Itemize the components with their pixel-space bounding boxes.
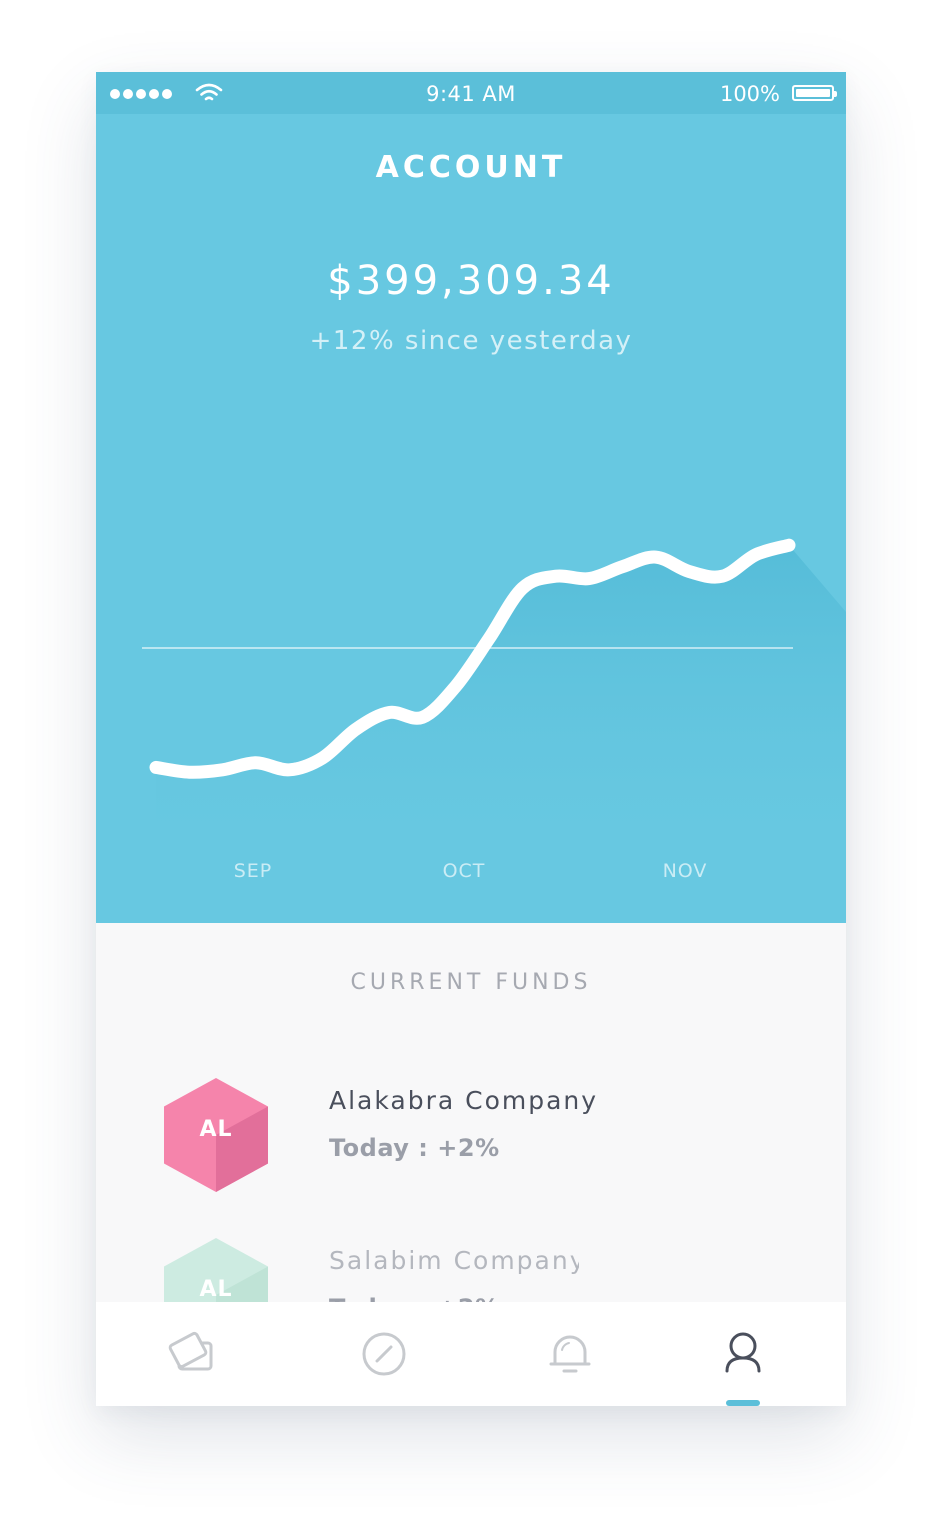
tab-cards[interactable]	[165, 1326, 221, 1382]
status-bar: 9:41 AM 100%	[96, 72, 846, 114]
wifi-icon	[195, 83, 223, 101]
account-hero: 9:41 AM 100% ACCOUNT $399,309.34 +12% si…	[96, 72, 846, 923]
chart-x-label-sep: SEP	[233, 860, 273, 882]
chart-series-line[interactable]	[149, 538, 796, 779]
battery-percent: 100%	[719, 82, 780, 106]
compass-icon	[362, 1332, 406, 1376]
section-title: CURRENT FUNDS	[350, 970, 592, 995]
chart-x-label-oct: OCT	[442, 860, 486, 882]
bell-icon	[549, 1335, 591, 1373]
fund-initials: AL	[199, 1117, 233, 1142]
account-balance: $399,309.34	[327, 258, 615, 304]
page-title: ACCOUNT	[375, 150, 567, 185]
chart-area	[156, 545, 846, 832]
tab-profile[interactable]	[715, 1326, 771, 1382]
fund-item-alakabra[interactable]: AL Alakabra Company Today : +2%	[96, 1078, 846, 1218]
fund-name: Alakabra Company	[329, 1086, 599, 1115]
fund-avatar	[164, 1078, 268, 1192]
fund-name: Salabim Company	[329, 1246, 579, 1275]
signal-icon	[110, 89, 172, 99]
active-tab-indicator	[726, 1400, 760, 1406]
tab-notifications[interactable]	[542, 1326, 598, 1382]
cards-icon	[168, 1331, 213, 1371]
battery-icon	[792, 85, 837, 101]
tab-bar	[96, 1302, 846, 1406]
tab-explore[interactable]	[356, 1326, 412, 1382]
user-icon	[725, 1332, 761, 1373]
balance-chart	[142, 538, 846, 832]
chart-x-label-nov: NOV	[662, 860, 708, 882]
phone-screen: 9:41 AM 100% ACCOUNT $399,309.34 +12% si…	[96, 72, 846, 1406]
fund-initials: AL	[199, 1277, 233, 1302]
balance-change: +12% since yesterday	[309, 326, 633, 356]
status-time: 9:41 AM	[426, 82, 516, 106]
fund-today-change: Today : +2%	[329, 1134, 500, 1162]
